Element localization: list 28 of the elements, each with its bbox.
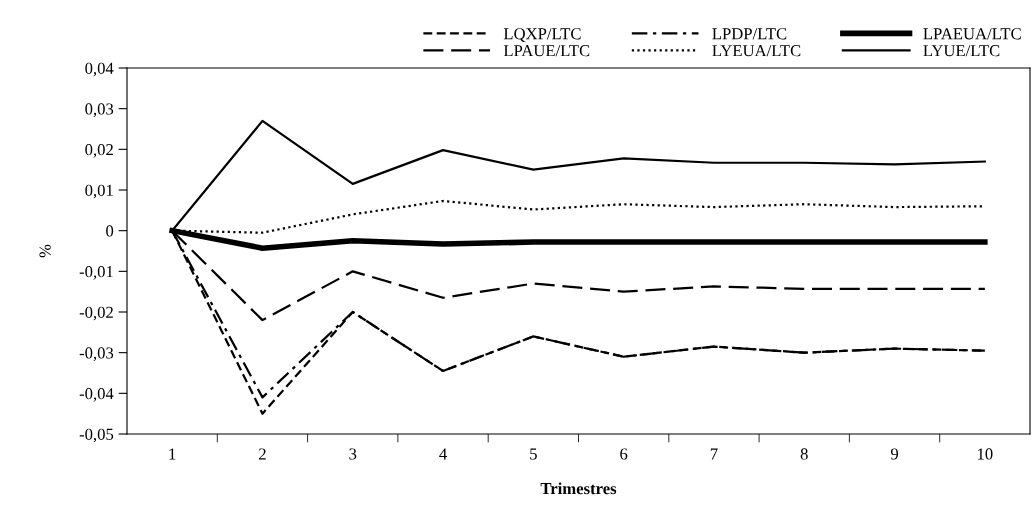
x-tick-label: 3 [349, 448, 357, 460]
x-tick-label: 6 [620, 448, 628, 460]
legend-label: LYUE/LTC [923, 45, 1000, 57]
y-tick-label: 0,03 [85, 103, 114, 118]
y-tick-label: 0,04 [85, 62, 114, 77]
y-tick-label: -0,03 [79, 347, 114, 362]
x-axis-title: Trimestres [540, 482, 617, 495]
legend-label: LPDP/LTC [712, 28, 787, 40]
y-tick-label: -0,01 [79, 266, 113, 280]
x-tick-label: 5 [530, 448, 537, 460]
x-tick-label: 8 [800, 448, 808, 460]
x-tick-label: 7 [710, 448, 718, 460]
y-tick-label: 0 [106, 225, 114, 237]
y-tick-label: -0,02 [79, 306, 113, 321]
y-axis-title: % [39, 244, 51, 258]
y-tick-label: 0,01 [85, 184, 113, 199]
y-tick-label: 0,02 [85, 144, 113, 158]
legend-label: LPAEUA/LTC [923, 28, 1021, 40]
y-tick-label: -0,04 [79, 388, 114, 402]
x-tick-label: 1 [169, 448, 176, 460]
legend-label: LPAUE/LTC [503, 45, 590, 57]
legend-label: LYEUA/LTC [712, 45, 801, 57]
x-tick-label: 4 [439, 448, 447, 460]
x-tick-label: 2 [259, 448, 266, 460]
legend-label: LQXP/LTC [503, 28, 581, 42]
x-tick-label: 10 [977, 448, 993, 460]
y-tick-label: -0,05 [79, 428, 114, 443]
x-tick-label: 9 [890, 448, 899, 460]
